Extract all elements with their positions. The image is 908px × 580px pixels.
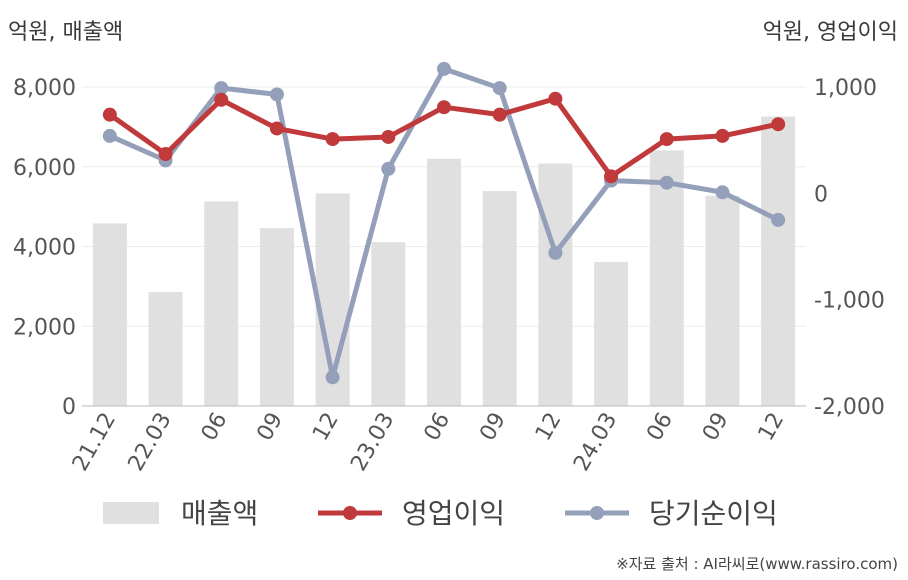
legend-revenue-label: 매출액 <box>181 497 258 530</box>
right-tick-label: 1,000 <box>814 76 877 101</box>
x-tick-label: 23.03 <box>346 409 399 476</box>
revenue-bar <box>538 163 573 406</box>
revenue-bar <box>427 158 461 406</box>
net-income-point <box>492 81 507 96</box>
operating-profit-point <box>437 100 451 115</box>
revenue-bar <box>482 191 517 406</box>
operating-profit-point <box>158 146 173 161</box>
net-income-point <box>214 81 229 96</box>
revenue-bar <box>761 116 796 406</box>
operating-profit-point <box>604 169 619 184</box>
x-tick-label: 06 <box>197 409 233 446</box>
net-income-point <box>771 212 786 227</box>
operating-profit-point <box>381 129 396 144</box>
x-tick-label: 12 <box>531 409 567 446</box>
right-tick-label: 0 <box>814 182 828 207</box>
left-tick-label: 2,000 <box>13 315 76 340</box>
left-axis-unit: 억원, 매출액 <box>8 20 124 45</box>
operating-profit-point <box>659 132 674 147</box>
operating-profit-point <box>214 92 229 107</box>
x-tick-label: 22.03 <box>124 409 177 476</box>
legend-revenue-swatch <box>103 502 159 524</box>
net-income-point <box>659 175 674 190</box>
operating-profit-point <box>715 128 730 143</box>
legend-net-income-marker <box>590 506 604 520</box>
x-tick-label: 09 <box>475 409 511 446</box>
source-note: ※자료 출처 : AI라씨로(www.rassiro.com) <box>616 555 898 573</box>
x-tick-label: 12 <box>754 409 790 446</box>
net-income-point <box>548 245 563 260</box>
net-income-point <box>102 128 117 143</box>
x-tick-label: 12 <box>308 409 344 446</box>
revenue-bar <box>259 228 294 406</box>
operating-profit-point <box>771 117 786 132</box>
net-income-point <box>325 370 340 385</box>
left-tick-label: 8,000 <box>13 76 76 101</box>
operating-profit-point <box>492 107 507 122</box>
legend-operating-profit-marker <box>343 506 357 520</box>
x-tick-label: 06 <box>420 409 456 446</box>
legend-net-income-label: 당기순이익 <box>649 497 778 530</box>
revenue-bar <box>594 262 629 406</box>
x-tick-label: 24.03 <box>569 409 622 476</box>
right-tick-label: -1,000 <box>814 289 885 314</box>
operating-profit-point <box>548 91 563 106</box>
net-income-point <box>437 61 451 76</box>
x-tick-label: 09 <box>698 409 734 446</box>
revenue-bar <box>148 291 183 406</box>
x-tick-label: 06 <box>642 409 678 446</box>
revenue-bar <box>92 223 127 406</box>
right-axis-unit: 억원, 영업이익 <box>762 20 898 45</box>
left-tick-label: 6,000 <box>13 156 76 181</box>
net-income-point <box>715 185 730 200</box>
revenue-bar <box>649 150 684 406</box>
operating-profit-point <box>102 107 117 122</box>
operating-profit-point <box>325 132 340 147</box>
left-tick-label: 4,000 <box>13 236 76 261</box>
revenue-bar <box>371 242 406 406</box>
revenue-bar <box>204 201 239 406</box>
right-tick-label: -2,000 <box>814 395 885 420</box>
operating-profit-point <box>269 121 284 136</box>
revenue-bar <box>705 195 740 406</box>
left-tick-label: 0 <box>62 395 76 420</box>
legend-operating-profit-label: 영업이익 <box>402 497 505 530</box>
net-income-point <box>269 87 284 102</box>
net-income-point <box>381 161 396 176</box>
x-tick-label: 09 <box>252 409 288 446</box>
